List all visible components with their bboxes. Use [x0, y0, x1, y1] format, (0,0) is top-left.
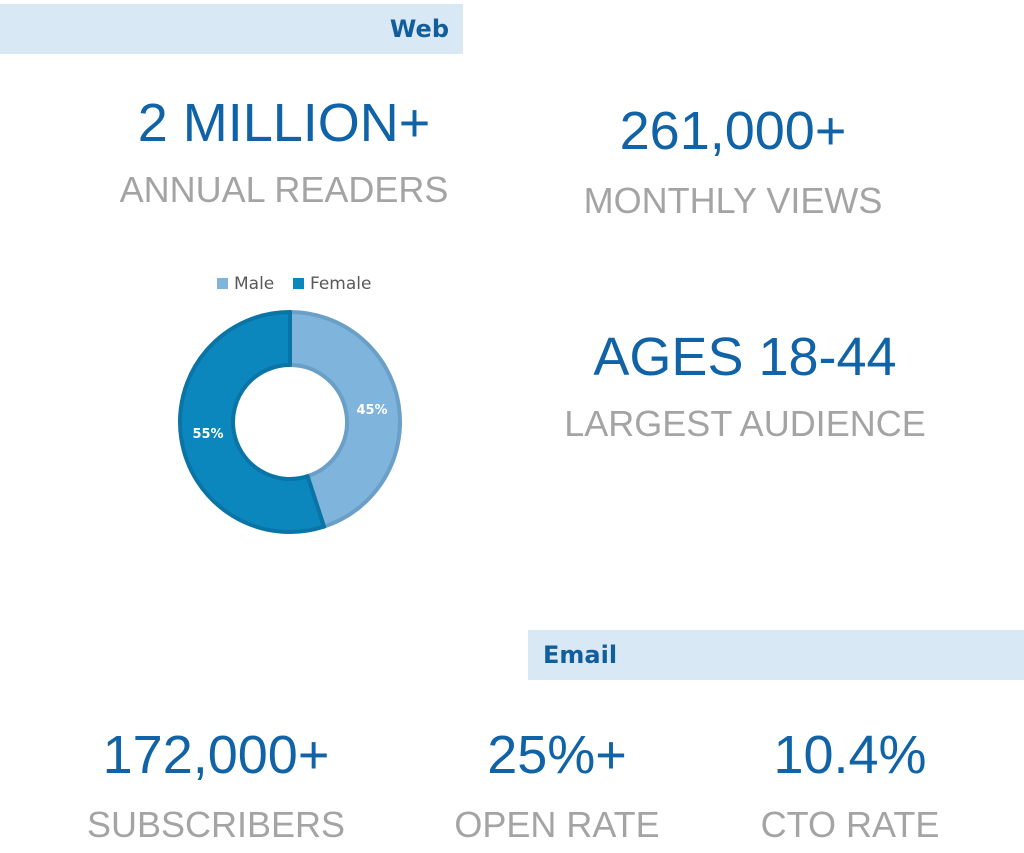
legend-swatch-male	[217, 278, 228, 289]
monthly-views-label: MONTHLY VIEWS	[583, 180, 883, 221]
stat-cto-rate: 10.4% CTO RATE	[730, 728, 970, 843]
stat-subscribers: 172,000+ SUBSCRIBERS	[60, 728, 372, 843]
annual-readers-value: 2 MILLION+	[137, 93, 431, 153]
open-rate-label: OPEN RATE	[454, 804, 660, 845]
legend-swatch-female	[293, 278, 304, 289]
subscribers-value: 172,000+	[102, 725, 330, 785]
stat-annual-readers: 2 MILLION+ ANNUAL READERS	[80, 96, 488, 208]
email-section-title: Email	[543, 641, 618, 669]
email-section-banner: Email	[528, 630, 1024, 680]
web-section-banner: Web	[0, 4, 463, 54]
largest-audience-value: AGES 18-44	[593, 327, 897, 387]
cto-rate-value: 10.4%	[773, 725, 927, 785]
annual-readers-label: ANNUAL READERS	[119, 169, 449, 210]
donut-slices	[178, 310, 402, 534]
slice-label-male: 45%	[356, 403, 387, 418]
largest-audience-label: LARGEST AUDIENCE	[564, 403, 926, 444]
web-section-title: Web	[389, 15, 449, 43]
chart-legend: Male Female	[217, 274, 371, 294]
stat-largest-audience: AGES 18-44 LARGEST AUDIENCE	[550, 330, 940, 442]
open-rate-value: 25%+	[487, 725, 627, 785]
legend-label-female: Female	[310, 274, 371, 294]
stat-monthly-views: 261,000+ MONTHLY VIEWS	[540, 104, 926, 219]
cto-rate-label: CTO RATE	[760, 804, 940, 845]
gender-donut-chart: Male Female 45% 55%	[178, 274, 402, 534]
stat-open-rate: 25%+ OPEN RATE	[430, 728, 684, 843]
monthly-views-value: 261,000+	[619, 101, 847, 161]
donut-slice-male	[288, 310, 402, 529]
slice-label-female: 55%	[192, 427, 223, 442]
subscribers-label: SUBSCRIBERS	[86, 804, 346, 845]
donut-slice-female	[178, 310, 326, 534]
legend-label-male: Male	[234, 274, 274, 294]
